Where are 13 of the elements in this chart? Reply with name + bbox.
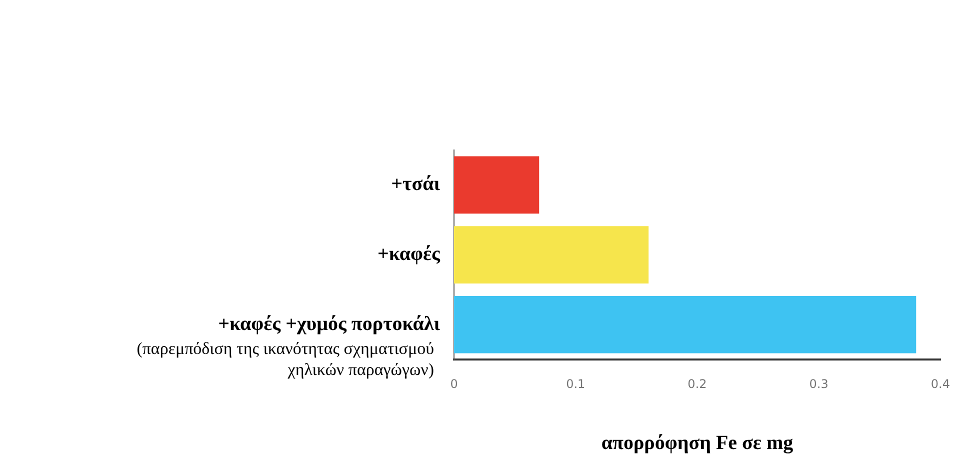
y-tick-label: +τσάι bbox=[391, 173, 441, 196]
y-tick-label: +καφές bbox=[377, 242, 441, 265]
x-tick-label: 0.4 bbox=[930, 376, 950, 391]
bar bbox=[454, 156, 540, 214]
y-tick-label: +καφές +χυμός πορτοκάλι bbox=[218, 312, 441, 335]
x-axis-title: απορρόφηση Fe σε mg bbox=[601, 432, 794, 454]
bar bbox=[454, 296, 916, 354]
x-tick-label: 0.2 bbox=[688, 376, 707, 391]
x-tick-label: 0.1 bbox=[566, 376, 586, 391]
text: (παρεμπόδιση της ικανότητας σχηματισμού χηλικών παραγώγων) bbox=[136, 338, 434, 380]
x-tick-label: 0.3 bbox=[809, 376, 828, 391]
bar bbox=[454, 226, 649, 284]
x-tick-label: 0 bbox=[450, 376, 458, 391]
